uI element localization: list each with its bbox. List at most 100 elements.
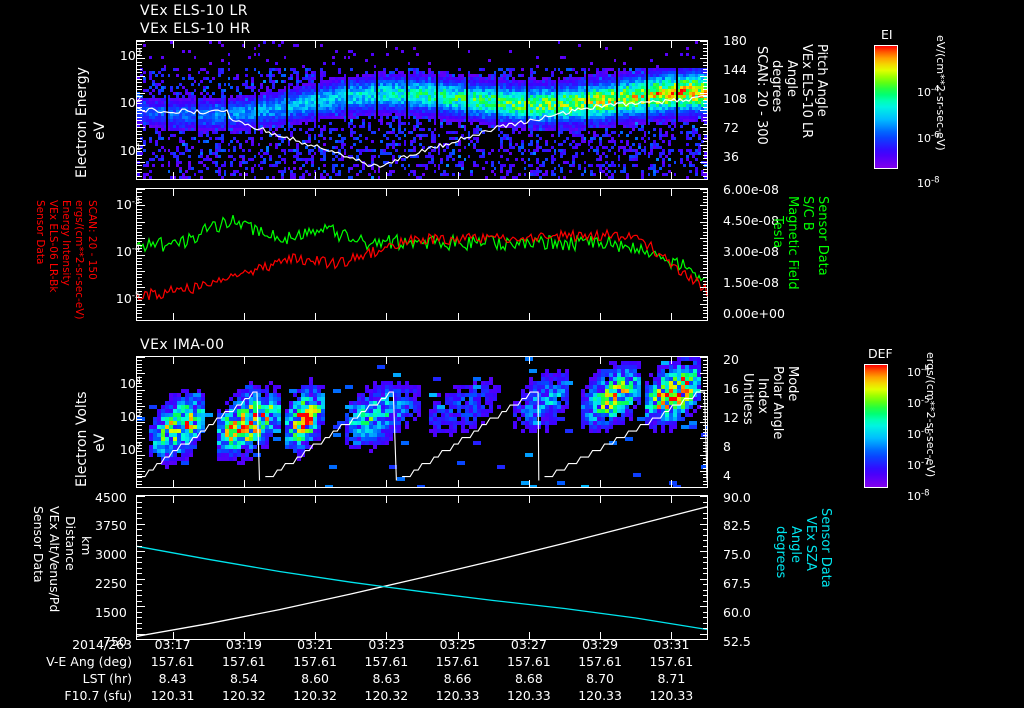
tick-exponent: -3 [131, 196, 141, 207]
panel1-right-tick-1: 144 [723, 62, 747, 77]
tick-mantissa: 10 [119, 48, 136, 63]
panel2-left-tick-0: 10-3 [100, 182, 140, 227]
bottom-cell-r3-c2: 120.32 [293, 688, 337, 703]
panel2-right-label-text-1: Sensor Data [815, 196, 830, 276]
colorbar1 [874, 45, 898, 169]
panel4-altitude-path [136, 506, 708, 637]
tick-exponent: -4 [921, 364, 930, 375]
panel2-energy-intensity-path [136, 228, 708, 301]
panel1-trace-path [136, 95, 707, 168]
panel4-left-tick-1: 3750 [95, 518, 127, 533]
colorbar1-units-text: eV/(cm**2-sr-sec-eV) [934, 35, 947, 151]
panel1-right-tick-3: 72 [723, 120, 739, 135]
colorbar1-tick-2: 10-8 [903, 164, 939, 203]
panel2-right-label-text-4: Tesla [770, 216, 785, 249]
panel1-right-label-text-1: Pitch Angle [814, 44, 829, 117]
bottom-cell-r0-c4: 03:25 [439, 637, 476, 652]
tick-mantissa: 10 [917, 86, 931, 99]
bottom-cell-r3-c3: 120.32 [364, 688, 409, 703]
tick-exponent: -4 [131, 243, 141, 254]
panel1-pitchangle-trace [136, 95, 707, 168]
tick-mantissa: 10 [115, 244, 132, 259]
panel3-left-axis-text: Electron Volts [74, 391, 90, 487]
tick-exponent: -6 [921, 426, 930, 437]
panel1-left-tick-1: 102 [104, 80, 141, 125]
bottom-cell-r1-c2: 157.61 [293, 654, 337, 669]
tick-exponent: -7 [921, 457, 930, 468]
tick-exponent: -8 [931, 175, 940, 186]
panel2-left-label-text-4: ergs/(cm**2-sr-sec-eV) [73, 200, 85, 320]
tick-mantissa: 10 [115, 197, 132, 212]
panel2-plot-frame [136, 188, 708, 321]
bottom-cell-r3-c5: 120.33 [507, 688, 551, 703]
bottom-cell-r2-c4: 8.66 [443, 671, 472, 686]
panel1-left-tick-0: 103 [104, 33, 141, 78]
panel4-right-tick-0: 90.0 [723, 490, 751, 505]
tick-mantissa: 10 [119, 143, 136, 158]
panel4-right-label-text-2: VEx SZA [803, 516, 818, 571]
panel3-title: VEx IMA-00 [140, 337, 225, 353]
tick-exponent: 2 [135, 94, 142, 105]
panel4-sza-path [136, 545, 708, 631]
bottom-cell-r2-c1: 8.54 [229, 671, 258, 686]
bottom-cell-r3-c4: 120.33 [435, 688, 480, 703]
panel1-right-tick-0: 180 [723, 33, 747, 48]
panel2-magnetic-field-path [136, 214, 708, 282]
panel4-left-label-text-1: Sensor Data [31, 506, 46, 583]
panel1-right-tick-4: 36 [723, 149, 739, 164]
bottom-row-label-1: V-E Ang (deg) [46, 654, 132, 669]
colorbar3-tick-1: 10-5 [893, 384, 929, 423]
tick-mantissa: 10 [917, 177, 931, 190]
colorbar1-gradient [875, 46, 897, 168]
panel1-title-lr: VEx ELS-10 LR [140, 3, 249, 19]
tick-exponent: 1 [135, 142, 142, 153]
panel2-left-tick-1: 10-4 [100, 229, 140, 274]
panel4-left-label-text-3: Distance [63, 516, 78, 571]
panel3-right-tick-1: 16 [723, 381, 739, 396]
bottom-cell-r0-c0: 03:17 [154, 637, 191, 652]
panel3-left-tick-2: 102 [104, 427, 141, 472]
colorbar3 [864, 364, 888, 488]
tick-mantissa: 10 [907, 490, 921, 503]
panel1-right-label-text-4: degrees [769, 60, 784, 113]
panel4-left-label-text-4: km [79, 536, 94, 556]
panel4-right-label-text-3: Angle [788, 526, 803, 563]
panel2-right-tick-4: 0.00e+00 [723, 306, 785, 321]
tick-mantissa: 10 [907, 366, 921, 379]
tick-mantissa: 10 [917, 132, 931, 145]
panel3-right-tick-0: 20 [723, 352, 739, 367]
panel3-left-tick-1: 103 [104, 394, 141, 439]
panel1-left-axis-text: Electron Energy [74, 67, 90, 178]
colorbar3-units-text: ergs/(cm**2-sr-sec-eV) [924, 352, 937, 478]
bottom-cell-r1-c0: 157.61 [150, 654, 195, 669]
colorbar3-tick-3: 10-7 [893, 446, 929, 485]
colorbar3-gradient [865, 365, 887, 487]
panel4-right-tick-5: 52.5 [723, 634, 751, 649]
bottom-cell-r0-c6: 03:29 [582, 637, 619, 652]
panel2-left-label-text-2: VEx ELS-06 LR-Bk [47, 200, 59, 293]
bottom-cell-r3-c0: 120.31 [150, 688, 195, 703]
tick-exponent: -6 [931, 130, 940, 141]
panel3-trace-path [137, 391, 708, 481]
tick-exponent: 2 [135, 441, 142, 452]
colorbar1-name: EI [881, 27, 893, 42]
panel1-title-hr: VEx ELS-10 HR [140, 21, 251, 37]
bottom-cell-r1-c3: 157.61 [364, 654, 409, 669]
bottom-cell-r2-c7: 8.71 [657, 671, 686, 686]
panel1-right-tick-2: 108 [723, 91, 747, 106]
tick-mantissa: 10 [119, 95, 136, 110]
bottom-row-label-0: 2014/263 [72, 637, 132, 652]
bottom-cell-r0-c3: 03:23 [368, 637, 405, 652]
colorbar3-tick-4: 10-8 [893, 477, 929, 516]
panel4-plot-frame [136, 495, 708, 640]
panel2-traces [136, 214, 708, 301]
panel4-right-tick-4: 60.0 [723, 605, 751, 620]
bottom-cell-r1-c5: 157.61 [507, 654, 551, 669]
panel1-left-tick-2: 101 [104, 128, 141, 173]
bottom-cell-r1-c7: 157.61 [649, 654, 694, 669]
panel3-spectrogram [137, 357, 707, 487]
panel2-right-tick-0: 6.00e-08 [723, 182, 779, 197]
bottom-cell-r2-c2: 8.60 [301, 671, 330, 686]
panel4-left-tick-4: 1500 [95, 605, 127, 620]
